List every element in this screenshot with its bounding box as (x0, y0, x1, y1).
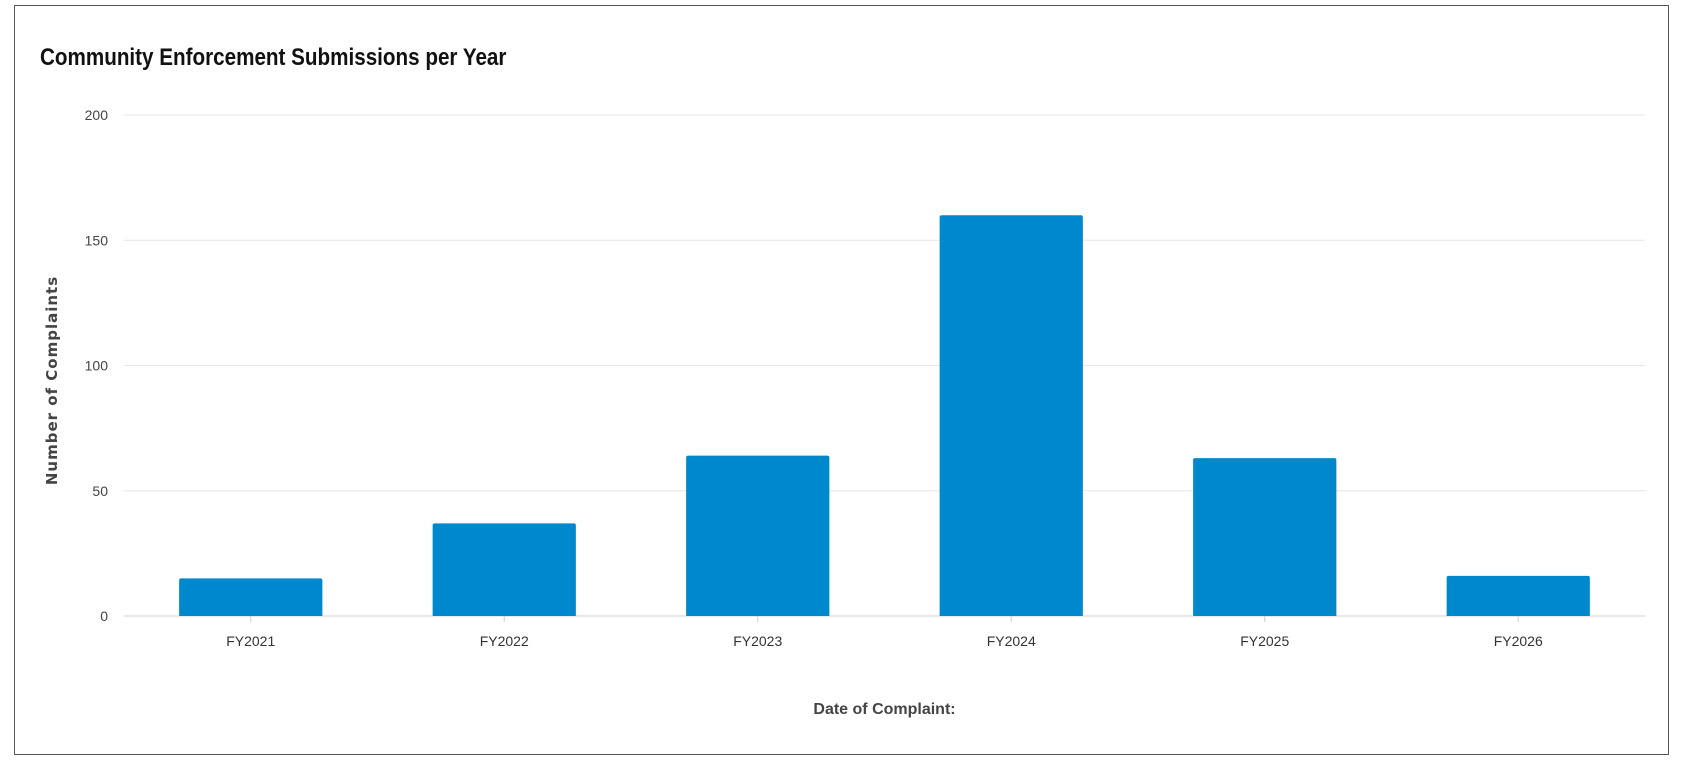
bar-fy2026[interactable] (1446, 575, 1590, 616)
x-tick-label: FY2023 (733, 633, 782, 649)
y-tick-label: 150 (85, 232, 109, 248)
chart-panel (14, 5, 1669, 755)
y-axis-ticks: 0 50 100 150 200 (85, 107, 109, 624)
y-tick-label: 100 (85, 358, 109, 374)
bar-fy2025[interactable] (1193, 458, 1337, 616)
y-tick-label: 0 (100, 608, 108, 624)
x-tick-label: FY2025 (1240, 633, 1289, 649)
bars (179, 215, 1590, 616)
x-axis-title: Date of Complaint: (813, 701, 955, 718)
x-tick-label: FY2024 (987, 633, 1036, 649)
x-tick-label: FY2022 (480, 633, 529, 649)
bar-fy2023[interactable] (686, 455, 830, 616)
x-tick-label: FY2021 (226, 633, 275, 649)
bar-fy2021[interactable] (179, 578, 323, 616)
y-tick-label: 200 (85, 107, 109, 123)
chart-title: Community Enforcement Submissions per Ye… (40, 44, 507, 71)
x-tick-label: FY2026 (1494, 633, 1543, 649)
bar-fy2024[interactable] (939, 215, 1083, 616)
y-axis-title: Number of Complaints (43, 276, 61, 485)
gridlines (124, 114, 1645, 617)
x-axis-ticks: FY2021 FY2022 FY2023 FY2024 FY2025 FY2026 (226, 616, 1543, 649)
y-tick-label: 50 (92, 483, 108, 499)
bar-fy2022[interactable] (432, 523, 576, 616)
